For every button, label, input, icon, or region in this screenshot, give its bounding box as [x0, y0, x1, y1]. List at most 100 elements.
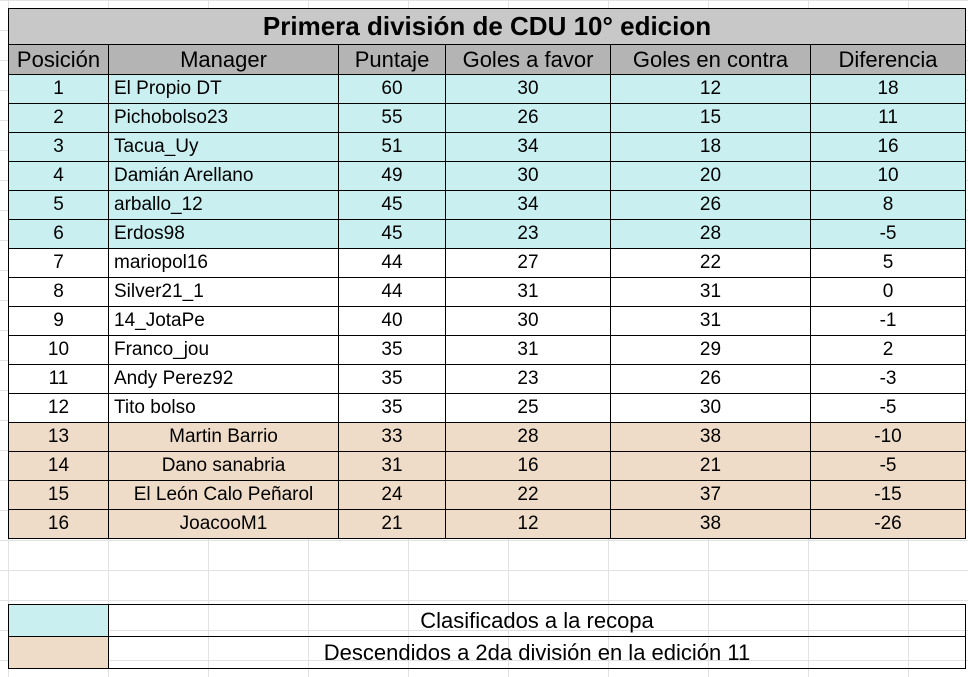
cell-goles-a-favor: 34 [445, 132, 611, 162]
cell-puntaje: 40 [338, 306, 446, 336]
cell-posicion: 10 [8, 335, 109, 365]
cell-diferencia: 0 [809, 277, 967, 307]
legend-swatch-clasificados [8, 604, 109, 637]
cell-diferencia: -1 [809, 306, 967, 336]
table-row: 2 Pichobolso23 55 26 15 11 [8, 103, 967, 133]
cell-goles-a-favor: 22 [445, 480, 611, 510]
cell-manager: Dano sanabria [108, 451, 339, 481]
legend-table: Clasificados a la recopa Descendidos a 2… [8, 604, 966, 669]
table-row: 6 Erdos98 45 23 28 -5 [8, 219, 967, 249]
cell-goles-a-favor: 16 [445, 451, 611, 481]
cell-goles-a-favor: 30 [445, 306, 611, 336]
cell-diferencia: -26 [809, 509, 967, 539]
legend-row-clasificados: Clasificados a la recopa [8, 604, 966, 637]
cell-goles-a-favor: 25 [445, 393, 611, 423]
cell-goles-en-contra: 15 [610, 103, 811, 133]
cell-manager: Pichobolso23 [108, 103, 339, 133]
cell-goles-a-favor: 23 [445, 219, 611, 249]
cell-manager: El Propio DT [108, 74, 339, 104]
cell-diferencia: -15 [809, 480, 967, 510]
cell-goles-en-contra: 21 [610, 451, 811, 481]
cell-goles-en-contra: 26 [610, 190, 811, 220]
cell-posicion: 4 [8, 161, 109, 191]
cell-goles-a-favor: 27 [445, 248, 611, 278]
cell-puntaje: 45 [338, 190, 446, 220]
cell-manager: Andy Perez92 [108, 364, 339, 394]
cell-goles-en-contra: 18 [610, 132, 811, 162]
cell-goles-a-favor: 12 [445, 509, 611, 539]
header-goles-a-favor: Goles a favor [445, 44, 611, 75]
cell-goles-en-contra: 28 [610, 219, 811, 249]
cell-diferencia: 10 [809, 161, 967, 191]
cell-puntaje: 49 [338, 161, 446, 191]
cell-puntaje: 45 [338, 219, 446, 249]
cell-puntaje: 55 [338, 103, 446, 133]
cell-goles-a-favor: 31 [445, 277, 611, 307]
cell-puntaje: 35 [338, 393, 446, 423]
cell-goles-en-contra: 30 [610, 393, 811, 423]
cell-diferencia: 8 [809, 190, 967, 220]
cell-posicion: 13 [8, 422, 109, 452]
legend-label-clasificados: Clasificados a la recopa [108, 604, 966, 637]
table-row: 5 arballo_12 45 34 26 8 [8, 190, 967, 220]
table-row: 4 Damián Arellano 49 30 20 10 [8, 161, 967, 191]
table-row: 3 Tacua_Uy 51 34 18 16 [8, 132, 967, 162]
cell-manager: Silver21_1 [108, 277, 339, 307]
cell-manager: Franco_jou [108, 335, 339, 365]
cell-posicion: 11 [8, 364, 109, 394]
cell-goles-a-favor: 28 [445, 422, 611, 452]
table-body: 1 El Propio DT 60 30 12 18 2 Pichobolso23 55 26 15… [8, 74, 967, 539]
cell-diferencia: -10 [809, 422, 967, 452]
header-goles-en-contra: Goles en contra [610, 44, 811, 75]
cell-posicion: 5 [8, 190, 109, 220]
cell-goles-en-contra: 31 [610, 277, 811, 307]
cell-goles-en-contra: 38 [610, 422, 811, 452]
cell-goles-en-contra: 37 [610, 480, 811, 510]
cell-manager: 14_JotaPe [108, 306, 339, 336]
table-row: 9 14_JotaPe 40 30 31 -1 [8, 306, 967, 336]
cell-puntaje: 60 [338, 74, 446, 104]
cell-puntaje: 35 [338, 335, 446, 365]
cell-goles-en-contra: 31 [610, 306, 811, 336]
cell-posicion: 3 [8, 132, 109, 162]
table-row: 7 mariopol16 44 27 22 5 [8, 248, 967, 278]
cell-goles-a-favor: 23 [445, 364, 611, 394]
standings-table: Primera división de CDU 10° edicion Posi… [7, 8, 967, 539]
cell-posicion: 7 [8, 248, 109, 278]
cell-puntaje: 31 [338, 451, 446, 481]
legend-row-descendidos: Descendidos a 2da división en la edición… [8, 636, 966, 669]
header-row: Posición Manager Puntaje Goles a favor G… [8, 44, 967, 75]
cell-diferencia: -3 [809, 364, 967, 394]
cell-goles-a-favor: 26 [445, 103, 611, 133]
cell-diferencia: -5 [809, 393, 967, 423]
cell-goles-a-favor: 34 [445, 190, 611, 220]
table-row: 16 JoacooM1 21 12 38 -26 [8, 509, 967, 539]
cell-posicion: 15 [8, 480, 109, 510]
cell-posicion: 2 [8, 103, 109, 133]
table-row: 11 Andy Perez92 35 23 26 -3 [8, 364, 967, 394]
cell-posicion: 12 [8, 393, 109, 423]
table-row: 13 Martin Barrio 33 28 38 -10 [8, 422, 967, 452]
table-row: 14 Dano sanabria 31 16 21 -5 [8, 451, 967, 481]
table-row: 1 El Propio DT 60 30 12 18 [8, 74, 967, 104]
cell-diferencia: 18 [809, 74, 967, 104]
cell-diferencia: -5 [809, 219, 967, 249]
cell-diferencia: 5 [809, 248, 967, 278]
cell-posicion: 6 [8, 219, 109, 249]
legend-swatch-descendidos [8, 636, 109, 669]
header-diferencia: Diferencia [809, 44, 967, 75]
cell-posicion: 9 [8, 306, 109, 336]
cell-puntaje: 44 [338, 277, 446, 307]
header-manager: Manager [108, 44, 339, 75]
cell-diferencia: 11 [809, 103, 967, 133]
cell-posicion: 16 [8, 509, 109, 539]
cell-posicion: 8 [8, 277, 109, 307]
cell-goles-a-favor: 30 [445, 74, 611, 104]
cell-diferencia: -5 [809, 451, 967, 481]
cell-goles-a-favor: 31 [445, 335, 611, 365]
cell-puntaje: 24 [338, 480, 446, 510]
cell-goles-en-contra: 20 [610, 161, 811, 191]
cell-manager: Martin Barrio [108, 422, 339, 452]
table-row: 15 El León Calo Peñarol 24 22 37 -15 [8, 480, 967, 510]
table-row: 12 Tito bolso 35 25 30 -5 [8, 393, 967, 423]
